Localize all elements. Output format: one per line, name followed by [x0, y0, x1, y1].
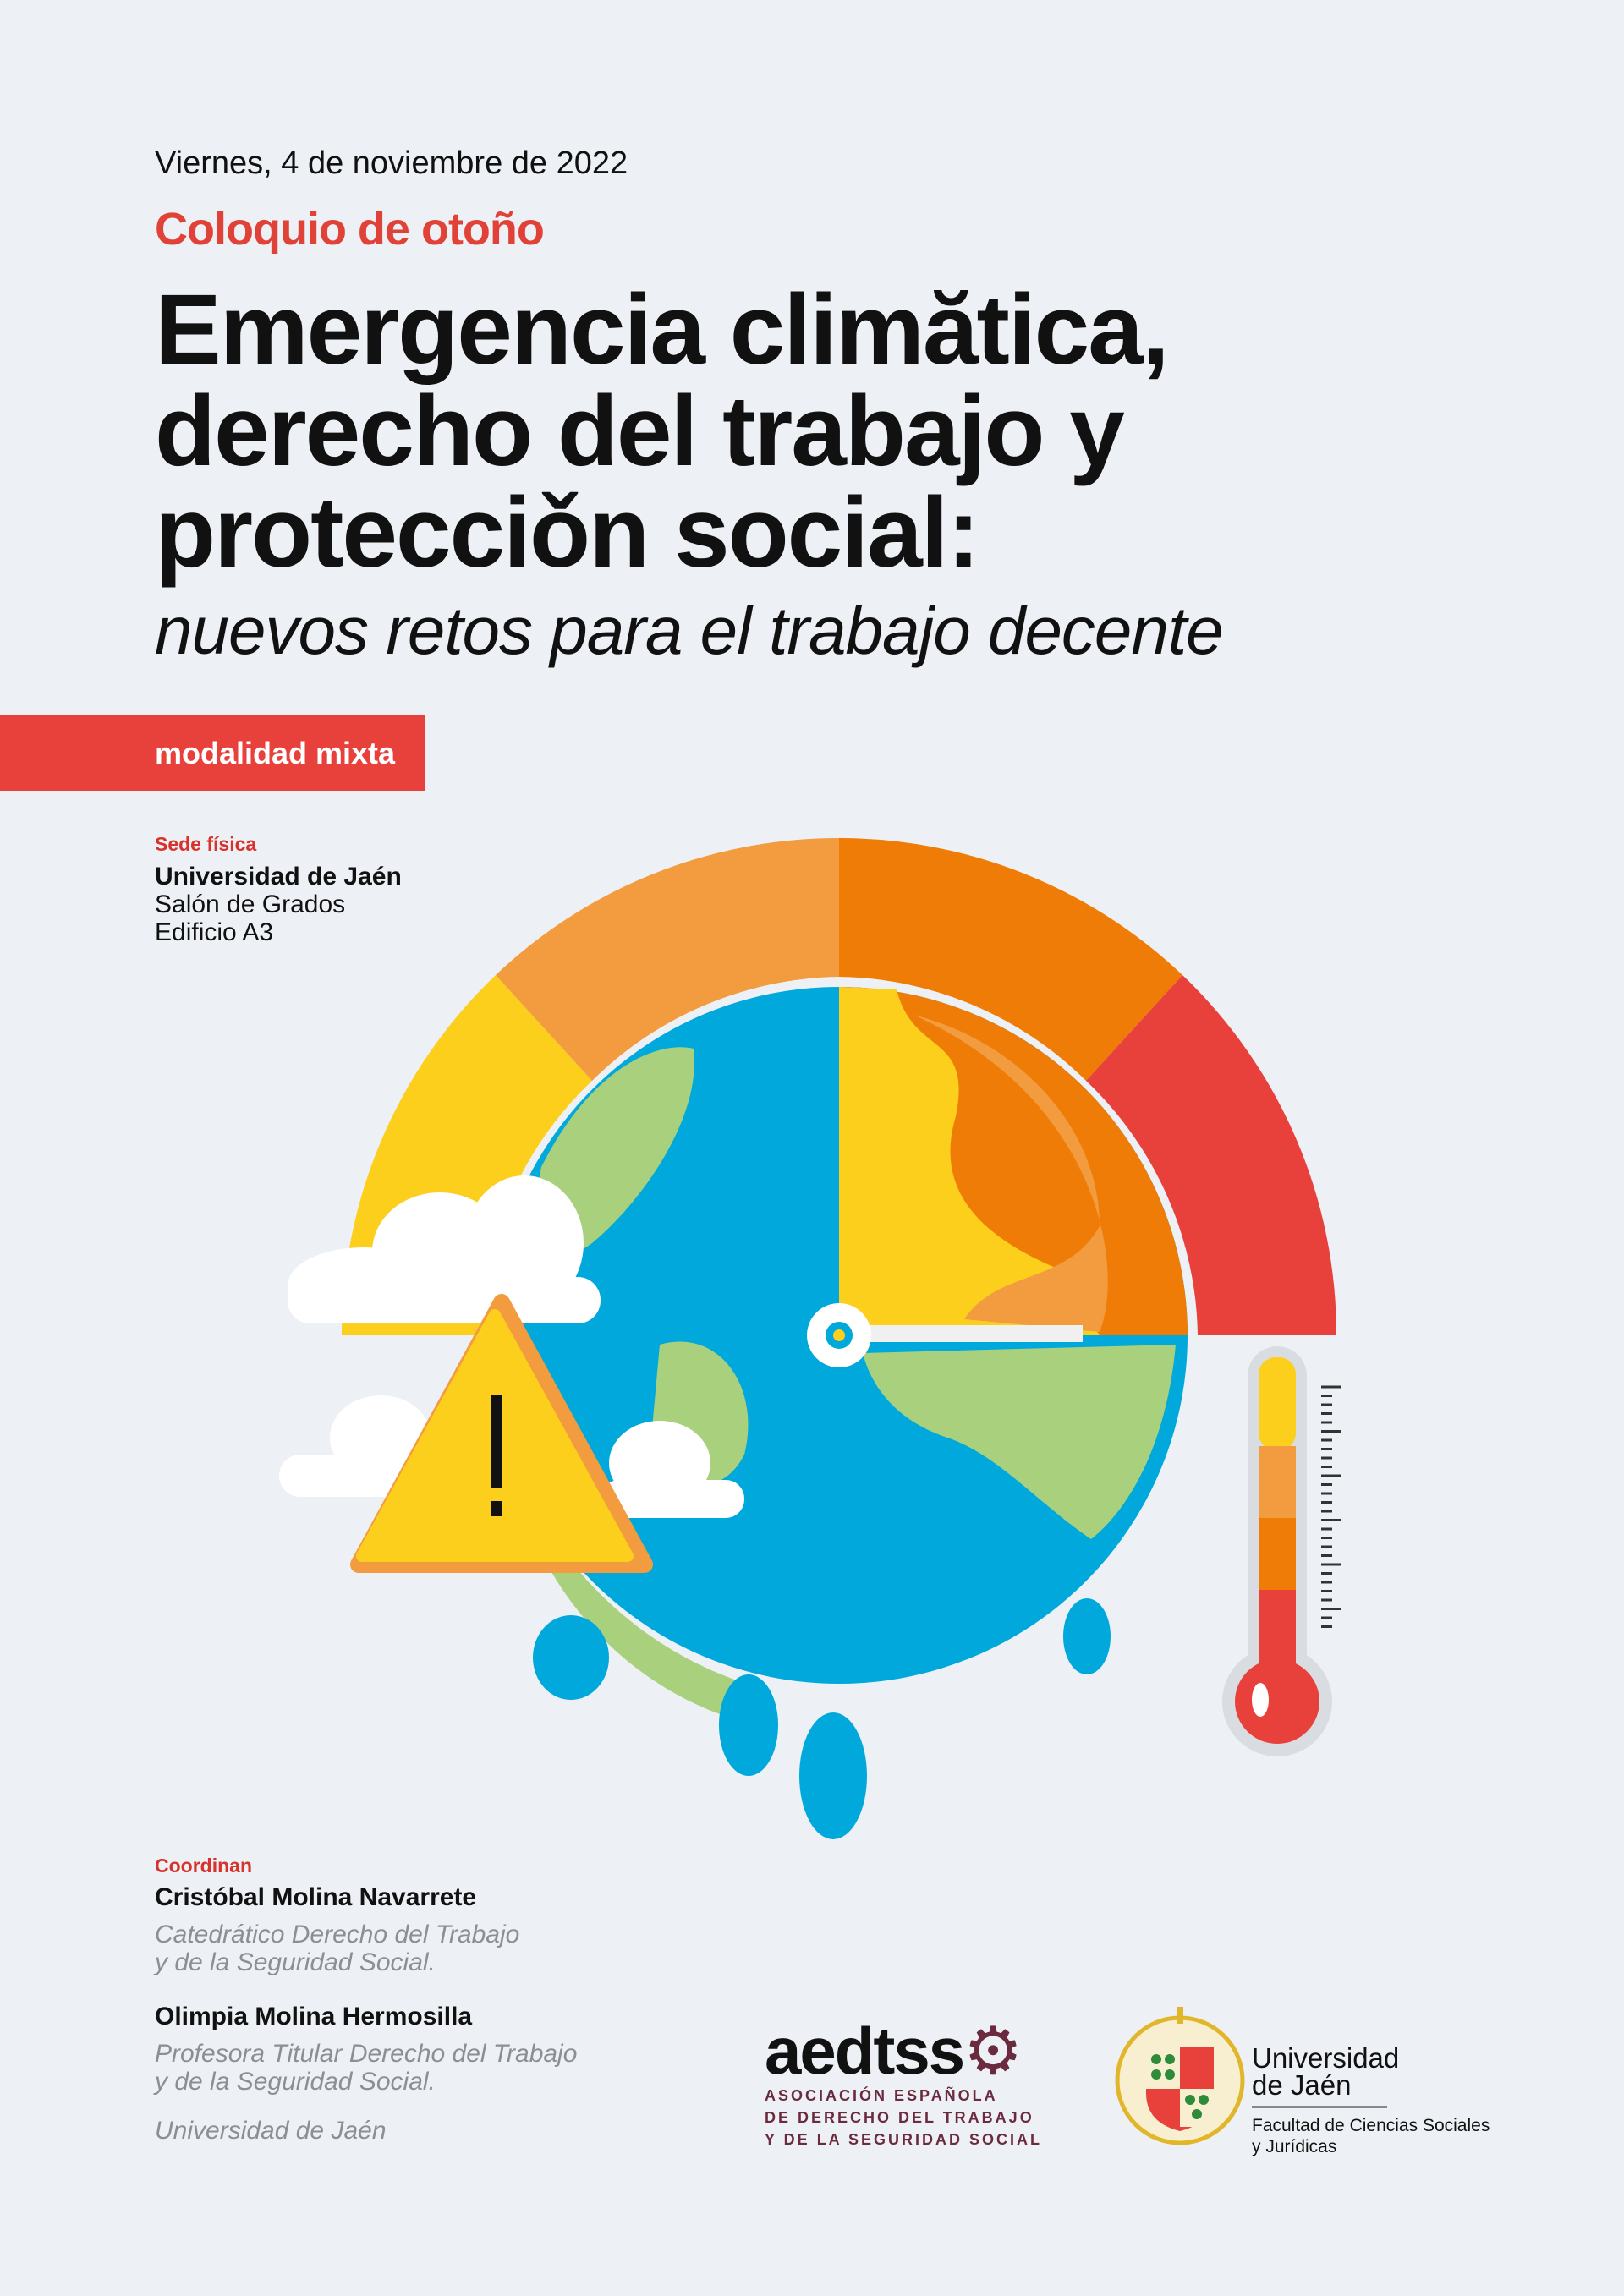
aedtss-wordmark: aedtss⚙	[765, 2014, 1023, 2088]
coordinator: Olimpia Molina Hermosilla Profesora Titu…	[155, 2003, 577, 2096]
coordinator-role: y de la Seguridad Social.	[155, 2068, 436, 2096]
gear-icon: ⚙	[963, 2014, 1023, 2088]
university-logo-text: Universidad de Jaén Facultad de Ciencias…	[1252, 2042, 1490, 2157]
coordinator-name: Cristóbal Molina Navarrete	[155, 1883, 477, 1911]
faculty-name: y Jurídicas	[1252, 2137, 1337, 2156]
coordinator-role: Profesora Titular Derecho del Trabajo	[155, 2040, 578, 2068]
climate-illustration	[279, 837, 1341, 1839]
divider	[1252, 2106, 1387, 2108]
university-name: de Jaén	[1252, 2069, 1352, 2101]
title-line: protecciǒn social:	[155, 477, 980, 589]
faculty-name: Facultad de Ciencias Sociales	[1252, 2116, 1490, 2135]
coordinators-institution: Universidad de Jaén	[155, 2117, 387, 2145]
venue-line: Salón de Grados	[155, 890, 346, 918]
modality-banner: modalidad mixta	[0, 715, 425, 791]
university-name: Universidad	[1252, 2042, 1400, 2074]
coordinator-role: Catedrático Derecho del Trabajo	[155, 1921, 520, 1948]
coordinator: Cristóbal Molina Navarrete Catedrático D…	[155, 1883, 519, 1976]
venue-label: Sede física	[155, 833, 257, 855]
thermometer-icon	[1222, 1346, 1341, 1756]
aedtss-line: ASOCIACIÓN ESPAÑOLA	[765, 2087, 998, 2104]
venue-info: Universidad de Jaén Salón de Grados Edif…	[155, 863, 402, 946]
modality-label: modalidad mixta	[155, 736, 396, 770]
warning-triangle-icon	[350, 1294, 653, 1573]
title-line: derecho del trabajo y	[155, 375, 1125, 487]
coordinator-name: Olimpia Molina Hermosilla	[155, 2003, 473, 2030]
subtitle: nuevos retos para el trabajo decente	[155, 593, 1224, 668]
title-line: Emergencia climătica,	[155, 274, 1170, 386]
event-date: Viernes, 4 de noviembre de 2022	[155, 145, 628, 181]
venue-line: Edificio A3	[155, 918, 274, 946]
coordinators-label: Coordinan	[155, 1855, 252, 1877]
coordinator-role: y de la Seguridad Social.	[155, 1948, 436, 1976]
university-seal-logo	[1115, 2007, 1245, 2145]
aedtss-line: DE DERECHO DEL TRABAJO	[765, 2109, 1034, 2126]
aedtss-logo: aedtss⚙ ASOCIACIÓN ESPAÑOLA DE DERECHO D…	[765, 2017, 1042, 2151]
venue-line: Universidad de Jaén	[155, 863, 402, 890]
page-title: Emergencia climătica, derecho del trabaj…	[155, 274, 1170, 589]
event-name: Coloquio de otoño	[155, 204, 545, 255]
aedtss-line: Y DE LA SEGURIDAD SOCIAL	[765, 2131, 1043, 2148]
melting-globe-icon	[491, 987, 1188, 1839]
